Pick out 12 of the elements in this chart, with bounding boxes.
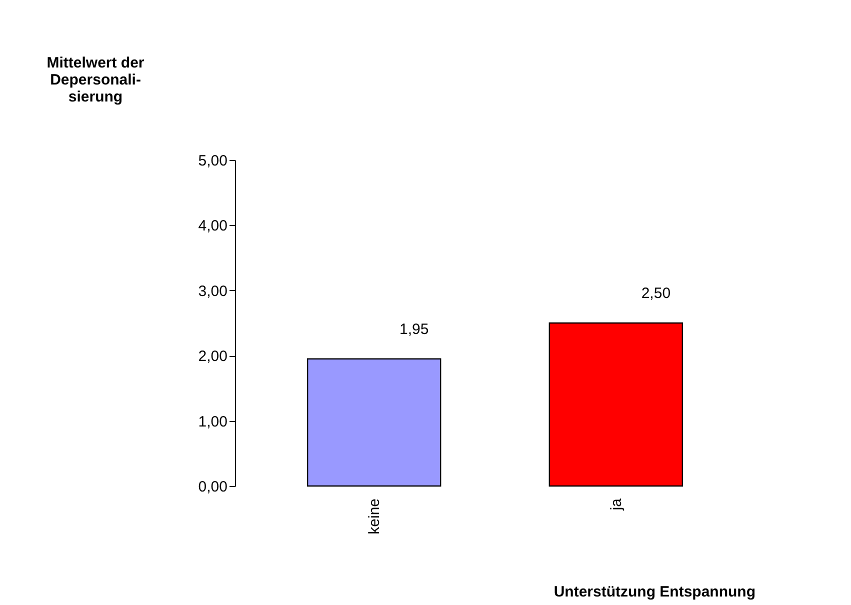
- data-label: 1,95: [399, 320, 429, 338]
- y-tick-label: 4,00: [198, 218, 228, 235]
- y-tick-label: 2,00: [198, 348, 228, 366]
- x-tick-label: keine: [366, 498, 384, 534]
- x-axis-title: Unterstützung Entspannung: [554, 583, 756, 600]
- y-tick-label: 1,00: [198, 413, 228, 430]
- y-tick-label: 3,00: [198, 282, 228, 300]
- y-tick-label: 0,00: [198, 478, 228, 496]
- y-tick-label: 5,00: [198, 152, 228, 170]
- data-label: 2,50: [641, 285, 671, 302]
- x-tick-label: ja: [608, 498, 625, 512]
- y-axis-title: Mittelwert der Depersonali-sierung: [46, 54, 144, 106]
